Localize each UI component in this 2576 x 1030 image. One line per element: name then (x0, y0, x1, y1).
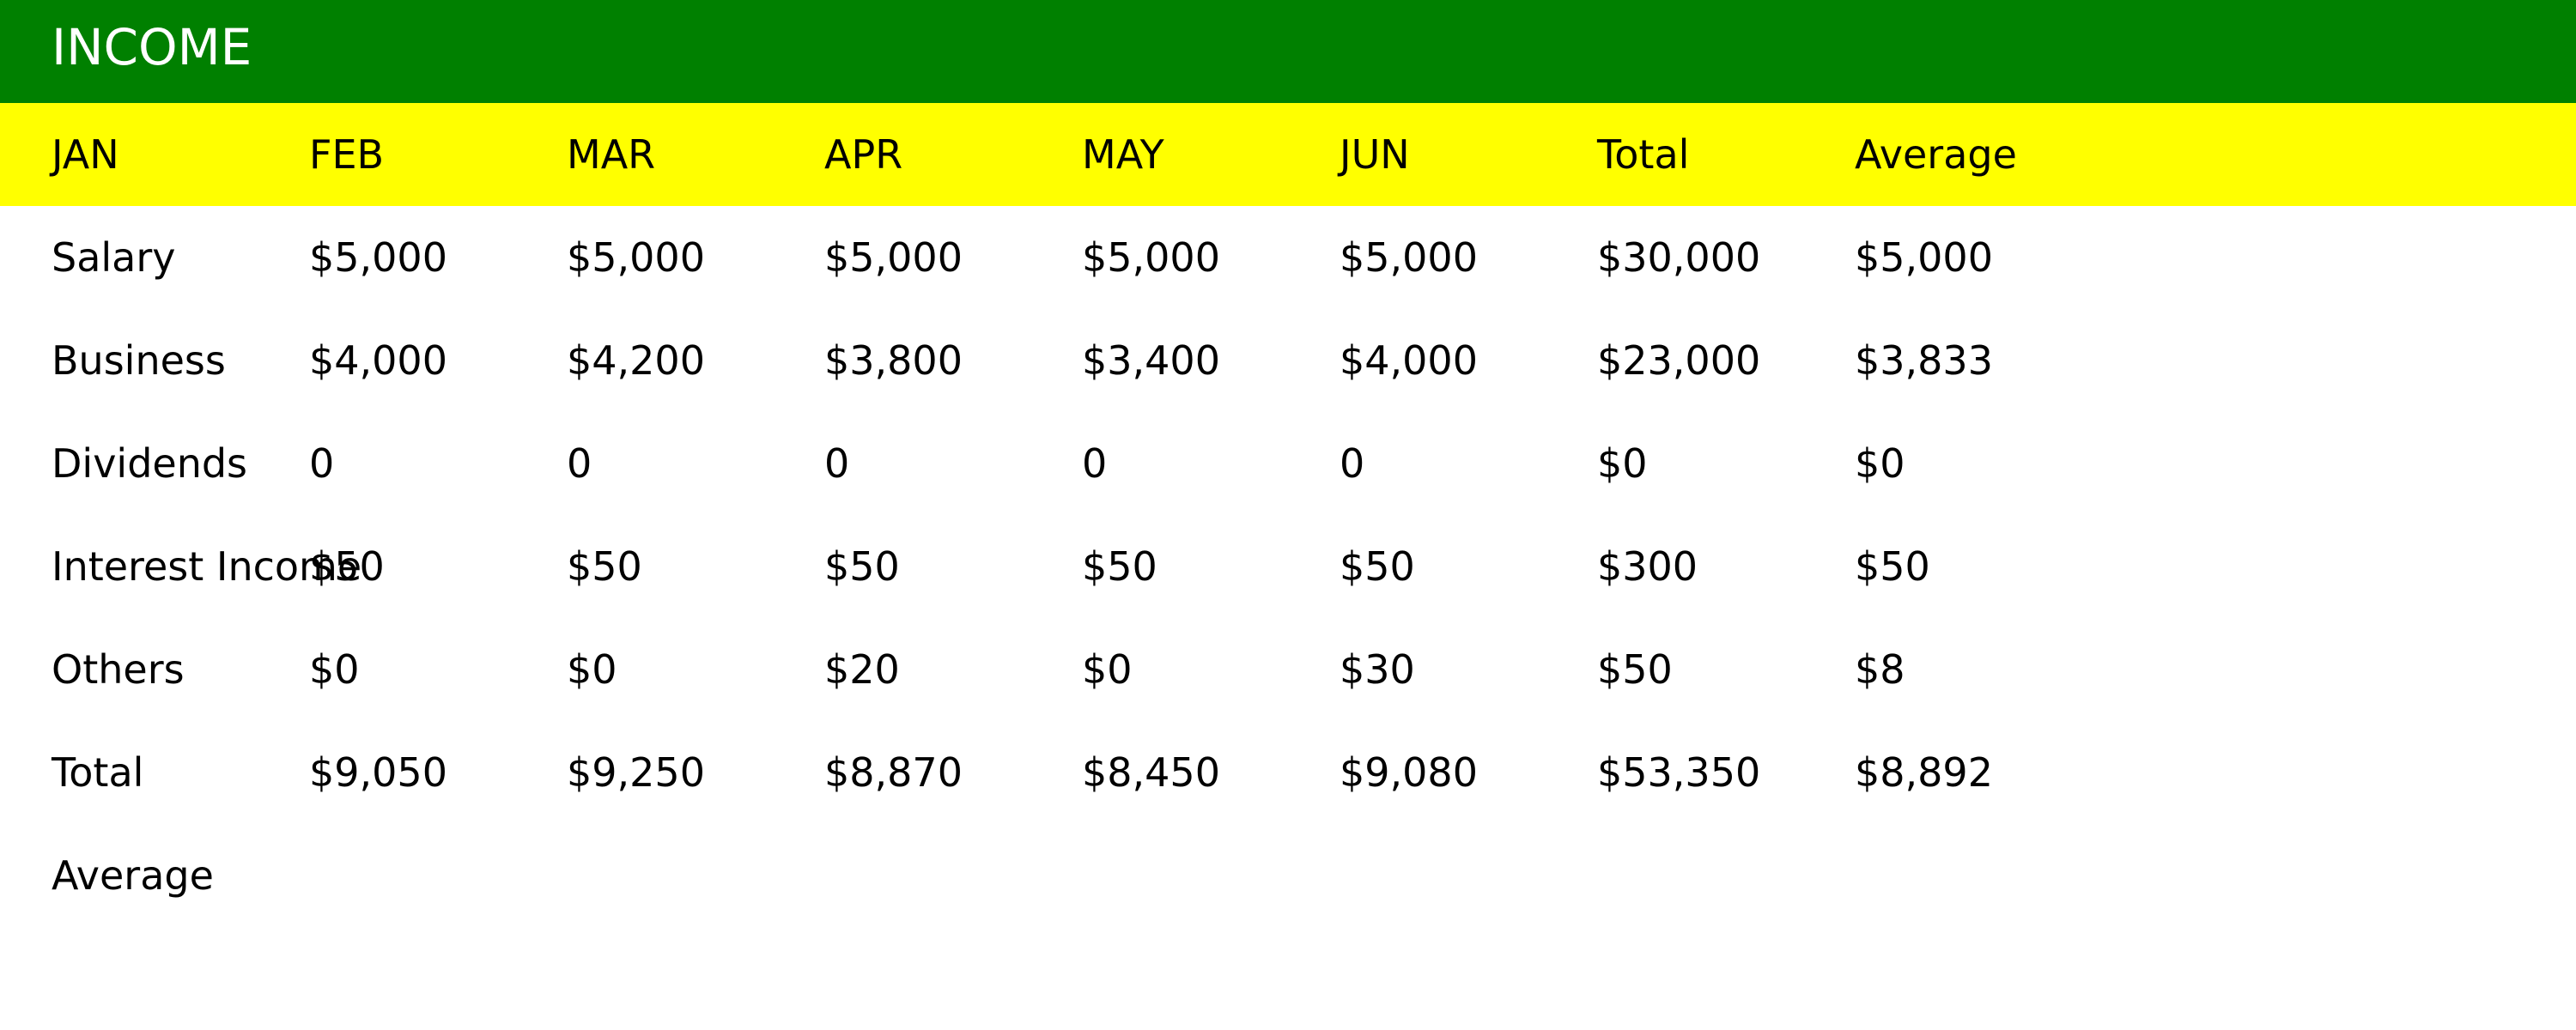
table-cell[interactable]: $5,000 (1340, 234, 1478, 281)
title-bar (0, 0, 2576, 103)
table-cell[interactable]: $3,400 (1082, 337, 1220, 384)
table-cell[interactable]: $300 (1597, 543, 1698, 590)
table-cell[interactable]: $5,000 (567, 234, 705, 281)
table-cell[interactable]: $0 (1082, 646, 1133, 693)
header-cell[interactable]: APR (824, 131, 903, 178)
table-cell[interactable]: $8,892 (1855, 749, 1993, 796)
table-cell[interactable]: $5,000 (1082, 234, 1220, 281)
row-label-cell[interactable]: Business (52, 337, 226, 384)
table-cell[interactable]: $0 (1855, 440, 1905, 487)
table-cell[interactable]: $8 (1855, 646, 1905, 693)
table-cell[interactable]: $9,080 (1340, 749, 1478, 796)
table-cell[interactable]: $30 (1340, 646, 1415, 693)
row-label-cell[interactable]: Interest Income (52, 543, 362, 590)
table-cell[interactable]: 0 (309, 440, 335, 487)
header-cell[interactable]: Average (1855, 131, 2017, 178)
header-row (0, 103, 2576, 206)
table-cell[interactable]: $50 (1082, 543, 1157, 590)
table-cell[interactable]: $8,450 (1082, 749, 1220, 796)
table-cell[interactable]: 0 (1082, 440, 1108, 487)
table-cell[interactable]: $50 (1597, 646, 1673, 693)
table-cell[interactable]: $5,000 (309, 234, 447, 281)
table-cell[interactable]: $53,350 (1597, 749, 1761, 796)
table-cell[interactable]: $23,000 (1597, 337, 1761, 384)
row-label-cell[interactable]: Total (52, 749, 144, 796)
table-cell[interactable]: $50 (309, 543, 385, 590)
table-cell[interactable]: $4,000 (309, 337, 447, 384)
table-cell[interactable]: $0 (1597, 440, 1648, 487)
row-label-cell[interactable]: Others (52, 646, 185, 693)
row-label-cell[interactable]: Dividends (52, 440, 248, 487)
header-cell[interactable]: FEB (309, 131, 385, 178)
table-cell[interactable]: $4,000 (1340, 337, 1478, 384)
header-cell[interactable]: MAY (1082, 131, 1164, 178)
table-cell[interactable]: 0 (567, 440, 592, 487)
header-cell[interactable]: JAN (52, 131, 119, 178)
row-label-cell[interactable]: Average (52, 852, 214, 899)
table-cell[interactable]: 0 (1340, 440, 1365, 487)
table-cell[interactable]: $30,000 (1597, 234, 1761, 281)
table-cell[interactable]: $0 (309, 646, 360, 693)
header-cell[interactable]: MAR (567, 131, 656, 178)
table-cell[interactable]: $9,050 (309, 749, 447, 796)
row-label-cell[interactable]: Salary (52, 234, 176, 281)
table-cell[interactable]: $3,833 (1855, 337, 1993, 384)
header-cell[interactable]: JUN (1340, 131, 1410, 178)
table-cell[interactable]: $0 (567, 646, 617, 693)
header-cell[interactable]: Total (1597, 131, 1690, 178)
sheet-title: INCOME (52, 18, 252, 76)
table-cell[interactable]: $50 (824, 543, 900, 590)
table-cell[interactable]: $5,000 (1855, 234, 1993, 281)
table-cell[interactable]: $50 (567, 543, 642, 590)
table-cell[interactable]: $3,800 (824, 337, 963, 384)
table-cell[interactable]: $4,200 (567, 337, 705, 384)
table-cell[interactable]: $5,000 (824, 234, 963, 281)
table-cell[interactable]: $50 (1340, 543, 1415, 590)
table-cell[interactable]: $9,250 (567, 749, 705, 796)
table-cell[interactable]: $50 (1855, 543, 1930, 590)
table-cell[interactable]: 0 (824, 440, 850, 487)
table-cell[interactable]: $8,870 (824, 749, 963, 796)
table-cell[interactable]: $20 (824, 646, 900, 693)
